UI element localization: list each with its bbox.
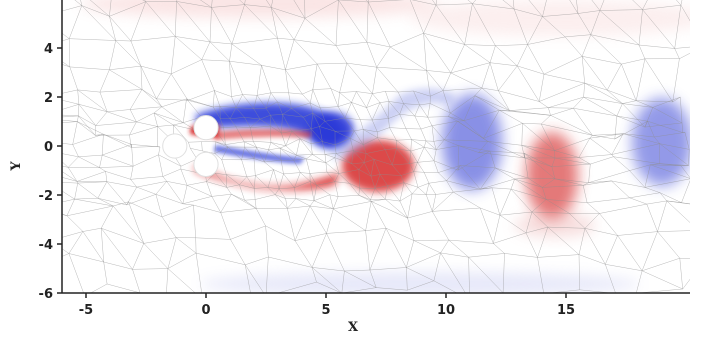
vortex-red xyxy=(342,140,414,192)
x-tick-label: -5 xyxy=(79,303,93,318)
x-tick-label: 5 xyxy=(321,303,330,318)
x-tick-label: 10 xyxy=(437,303,455,318)
x-tick-label: 0 xyxy=(201,303,210,318)
inner-red-layer xyxy=(215,129,312,140)
y-tick-label: -4 xyxy=(39,238,53,253)
cylinder xyxy=(162,133,188,159)
x-ticks: -5 0 5 10 15 xyxy=(79,293,575,318)
y-tick-label: -6 xyxy=(39,287,53,302)
background-red-tint xyxy=(410,0,690,36)
x-tick-label: 15 xyxy=(557,303,575,318)
background-red-tint xyxy=(80,0,440,18)
vorticity-field xyxy=(190,88,690,237)
plot-area xyxy=(62,0,690,293)
cylinders xyxy=(162,115,219,177)
axes: -5 0 5 10 15 4 2 0 -2 -4 -6 X Y xyxy=(9,0,690,335)
x-axis-label: X xyxy=(348,320,359,335)
background-blue-tint xyxy=(200,272,640,293)
vortex-blue xyxy=(632,98,690,186)
cylinder xyxy=(193,115,219,141)
y-axis-label: Y xyxy=(9,161,24,172)
y-tick-label: 2 xyxy=(44,91,53,106)
triangular-mesh xyxy=(62,0,690,293)
vortex-blue xyxy=(442,94,502,190)
y-tick-label: 4 xyxy=(44,42,53,57)
inner-blue-layer xyxy=(214,145,305,164)
y-ticks: 4 2 0 -2 -4 -6 xyxy=(39,42,62,302)
y-tick-label: -2 xyxy=(39,189,53,204)
vortex-blue xyxy=(310,112,354,148)
lower-shear-layer xyxy=(194,165,340,191)
y-tick-label: 0 xyxy=(44,140,53,155)
vortex-red xyxy=(526,132,578,220)
cylinder xyxy=(193,151,219,177)
wake-connector xyxy=(330,88,455,160)
